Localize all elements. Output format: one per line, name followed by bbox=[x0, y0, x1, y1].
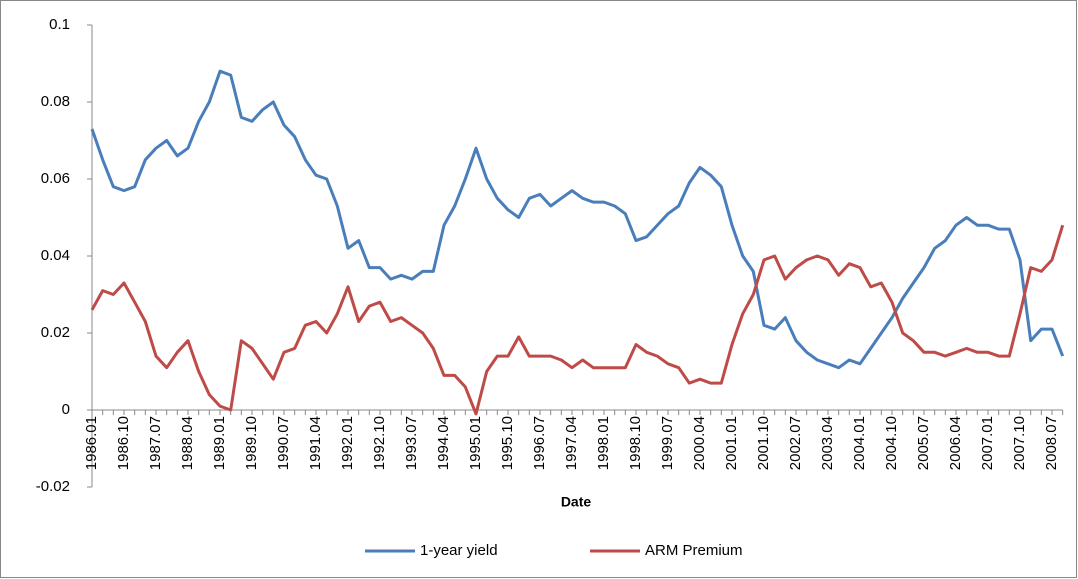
x-tick-label: 1995.10 bbox=[499, 416, 516, 470]
y-tick-label: 0.02 bbox=[41, 324, 70, 341]
legend-label: 1-year yield bbox=[420, 542, 498, 559]
x-tick-label: 1991.04 bbox=[307, 416, 324, 470]
y-tick-label: 0.04 bbox=[41, 247, 70, 264]
x-axis-title: Date bbox=[561, 494, 592, 510]
x-tick-label: 2001.10 bbox=[755, 416, 772, 470]
x-tick-label: 1990.07 bbox=[275, 416, 292, 470]
y-tick-label: 0.08 bbox=[41, 93, 70, 110]
x-tick-label: 1986.01 bbox=[83, 416, 100, 470]
x-tick-label: 1999.07 bbox=[659, 416, 676, 470]
x-tick-label: 2004.10 bbox=[883, 416, 900, 470]
x-tick-label: 1995.01 bbox=[467, 416, 484, 470]
x-tick-label: 1992.10 bbox=[371, 416, 388, 470]
series-line bbox=[90, 224, 1065, 416]
x-tick-label: 1997.04 bbox=[563, 416, 580, 470]
x-tick-label: 2005.07 bbox=[915, 416, 932, 470]
x-tick-label: 1988.04 bbox=[179, 416, 196, 470]
y-tick-label: 0.1 bbox=[49, 16, 70, 33]
x-tick-label: 2006.04 bbox=[947, 416, 964, 470]
x-tick-label: 2008.07 bbox=[1043, 416, 1060, 470]
x-tick-label: 1996.07 bbox=[531, 416, 548, 470]
x-tick-label: 1986.10 bbox=[115, 416, 132, 470]
x-tick-label: 1989.10 bbox=[243, 416, 260, 470]
x-tick-label: 2000.04 bbox=[691, 416, 708, 470]
x-tick-label: 1998.10 bbox=[627, 416, 644, 470]
x-tick-label: 1992.01 bbox=[339, 416, 356, 470]
x-tick-label: 2007.01 bbox=[979, 416, 996, 470]
y-tick-label: 0.06 bbox=[41, 170, 70, 187]
y-tick-label: 0 bbox=[62, 401, 70, 418]
x-tick-label: 2004.01 bbox=[851, 416, 868, 470]
x-tick-label: 1987.07 bbox=[147, 416, 164, 470]
x-tick-label: 1994.04 bbox=[435, 416, 452, 470]
y-tick-label: -0.02 bbox=[36, 478, 70, 495]
x-tick-label: 1989.01 bbox=[211, 416, 228, 470]
x-tick-label: 1993.07 bbox=[403, 416, 420, 470]
x-tick-label: 2007.10 bbox=[1011, 416, 1028, 470]
x-tick-label: 2003.04 bbox=[819, 416, 836, 470]
series-line bbox=[90, 69, 1065, 370]
x-tick-label: 1998.01 bbox=[595, 416, 612, 470]
x-tick-label: 2002.07 bbox=[787, 416, 804, 470]
legend-label: ARM Premium bbox=[645, 542, 743, 559]
x-tick-label: 2001.01 bbox=[723, 416, 740, 470]
